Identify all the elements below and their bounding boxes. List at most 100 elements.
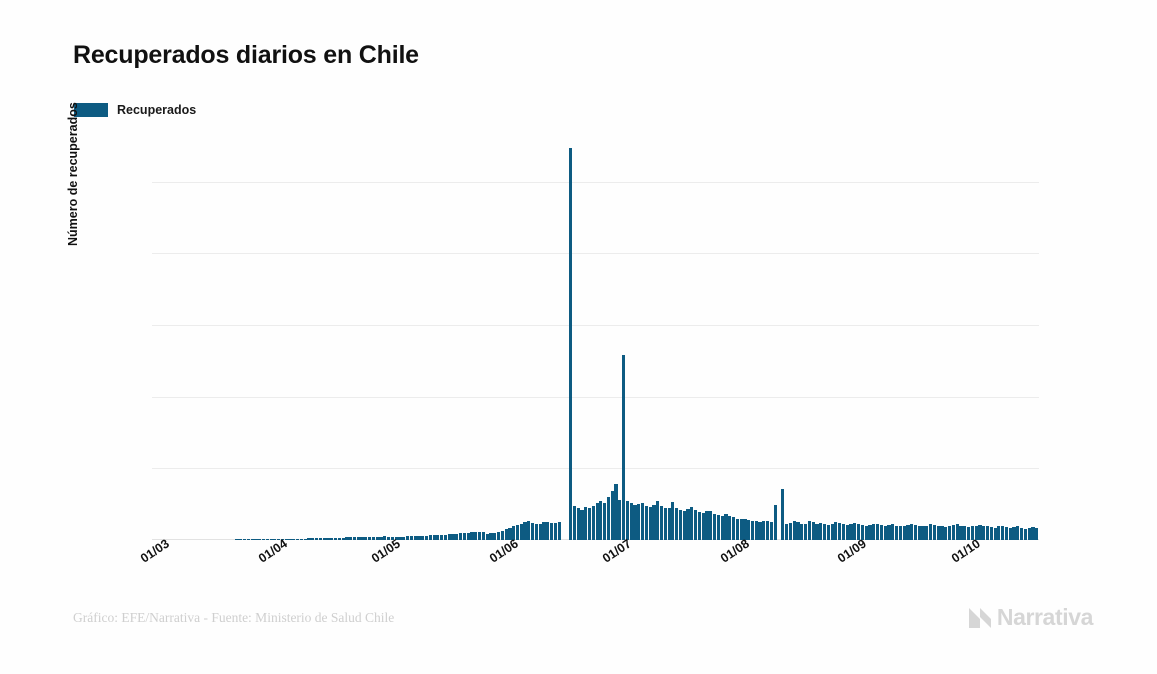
bar <box>254 539 258 540</box>
x-axis-tick-label: 01/08 <box>717 536 752 566</box>
bar <box>898 526 902 540</box>
bar <box>640 502 645 540</box>
bar <box>724 514 728 540</box>
bar <box>739 519 743 540</box>
bar <box>826 524 830 540</box>
gridline <box>152 253 1039 255</box>
bar <box>997 526 1001 540</box>
bar <box>694 509 698 540</box>
bar <box>985 526 990 540</box>
bar <box>879 524 883 540</box>
bar <box>713 513 717 540</box>
bar <box>610 491 614 540</box>
bar <box>580 509 584 540</box>
bar <box>398 536 402 540</box>
bar <box>542 522 546 540</box>
bar <box>883 525 887 540</box>
brand-logo: Narrativa <box>967 604 1093 631</box>
bar <box>697 512 702 540</box>
bar <box>940 526 944 540</box>
gridline <box>152 396 1039 398</box>
bar <box>876 523 880 540</box>
bar <box>269 539 273 540</box>
bar <box>1020 527 1024 540</box>
bar <box>394 536 398 540</box>
bar <box>819 522 823 540</box>
bar <box>955 524 959 540</box>
bar <box>1027 527 1031 540</box>
bar <box>284 539 288 540</box>
bar <box>758 522 762 540</box>
narrativa-n-logo-icon <box>968 607 991 628</box>
bar <box>527 521 531 540</box>
bar <box>603 503 607 540</box>
bar <box>1031 527 1035 540</box>
bar <box>906 524 910 540</box>
bar <box>834 522 838 540</box>
bar <box>337 537 341 540</box>
bar <box>440 534 444 540</box>
bar <box>872 524 876 540</box>
x-axis-tick-label: 01/06 <box>486 536 521 566</box>
bar <box>705 511 709 540</box>
bar <box>424 535 429 540</box>
bar <box>811 522 815 540</box>
bar <box>970 526 974 540</box>
bar <box>902 525 906 540</box>
bar <box>709 510 713 540</box>
bar <box>948 525 952 540</box>
bar <box>648 507 652 540</box>
bar <box>925 525 929 540</box>
bar <box>314 538 319 540</box>
bar <box>815 523 819 540</box>
plot-area <box>152 146 1039 540</box>
bar <box>288 538 292 540</box>
bar <box>576 507 580 540</box>
bar <box>951 524 955 540</box>
bar <box>822 524 827 540</box>
bar <box>515 524 520 540</box>
bar <box>462 533 467 540</box>
bar <box>637 504 641 540</box>
bar <box>769 522 774 540</box>
bar <box>857 523 861 540</box>
x-axis-tick-label: 01/07 <box>600 536 635 566</box>
bar <box>792 521 796 540</box>
bar <box>667 507 671 540</box>
y-axis-title: Número de recuperados <box>66 102 80 246</box>
bar <box>959 525 963 540</box>
bar <box>849 524 853 540</box>
bar <box>546 522 550 540</box>
bar <box>773 504 777 540</box>
bar <box>538 523 542 540</box>
bar <box>743 518 747 540</box>
bar <box>686 509 690 540</box>
bar <box>250 539 254 540</box>
bar <box>496 532 501 540</box>
bar <box>413 536 417 540</box>
bar <box>932 524 937 540</box>
bar <box>591 505 595 540</box>
bar <box>534 524 539 540</box>
bar <box>568 148 573 540</box>
bar <box>345 537 349 540</box>
bar <box>360 537 364 540</box>
bar <box>330 537 334 540</box>
bar <box>292 538 296 540</box>
bar <box>978 524 982 540</box>
bar <box>1023 528 1028 540</box>
bar <box>409 536 413 540</box>
bar <box>455 533 459 540</box>
bar <box>405 536 410 540</box>
bar <box>1016 526 1020 540</box>
bar <box>417 536 421 540</box>
bar <box>656 501 660 540</box>
bar <box>860 524 865 540</box>
bar <box>838 522 842 540</box>
bar <box>447 534 451 540</box>
bar <box>690 507 694 540</box>
bar <box>678 509 683 540</box>
bar <box>936 525 940 540</box>
bar <box>622 355 626 540</box>
bar <box>910 524 914 540</box>
